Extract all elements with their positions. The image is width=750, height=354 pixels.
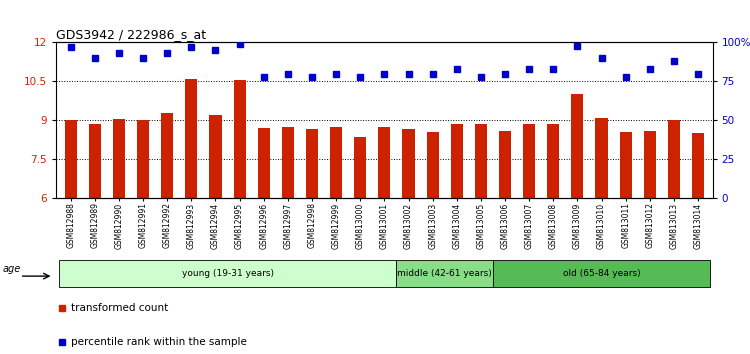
Bar	[403, 130, 415, 198]
Bar	[548, 124, 560, 198]
Bar	[620, 132, 632, 198]
Bar	[354, 137, 366, 198]
Bar	[475, 124, 487, 198]
Bar	[185, 79, 197, 198]
Bar	[397, 260, 493, 287]
Bar	[113, 119, 125, 198]
Bar	[64, 120, 76, 198]
Text: old (65-84 years): old (65-84 years)	[562, 269, 640, 278]
Bar	[572, 95, 584, 198]
Bar	[209, 115, 221, 198]
Text: GDS3942 / 222986_s_at: GDS3942 / 222986_s_at	[56, 28, 206, 41]
Bar	[427, 132, 439, 198]
Text: age: age	[3, 264, 21, 274]
Bar	[523, 124, 536, 198]
Bar	[258, 128, 270, 198]
Bar	[692, 133, 704, 198]
Bar	[330, 127, 342, 198]
Bar	[596, 118, 608, 198]
Text: young (19-31 years): young (19-31 years)	[182, 269, 274, 278]
Bar	[58, 260, 397, 287]
Bar	[378, 127, 391, 198]
Bar	[233, 80, 246, 198]
Bar	[493, 260, 710, 287]
Bar	[668, 120, 680, 198]
Bar	[644, 131, 656, 198]
Bar	[137, 120, 149, 198]
Text: transformed count: transformed count	[71, 303, 169, 313]
Bar	[161, 113, 173, 198]
Bar	[451, 124, 463, 198]
Text: percentile rank within the sample: percentile rank within the sample	[71, 337, 248, 347]
Bar	[306, 130, 318, 198]
Bar	[499, 131, 511, 198]
Bar	[88, 124, 101, 198]
Bar	[282, 127, 294, 198]
Text: middle (42-61 years): middle (42-61 years)	[398, 269, 492, 278]
